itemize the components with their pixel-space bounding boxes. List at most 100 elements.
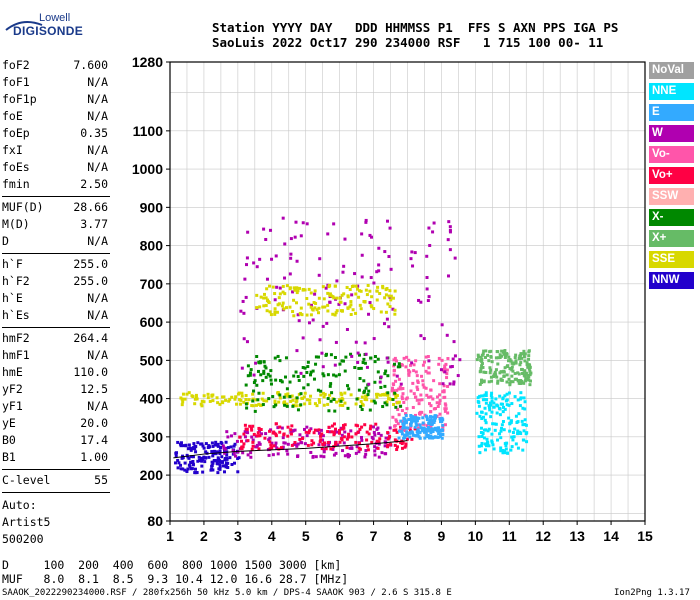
parameter-label: MUF(D) <box>2 200 44 214</box>
echo-point <box>203 460 207 464</box>
echo-point <box>396 422 400 426</box>
echo-point <box>222 464 226 468</box>
echo-point <box>354 451 358 455</box>
echo-point <box>338 403 342 407</box>
echo-point <box>395 448 399 452</box>
echo-point <box>185 392 189 396</box>
echo-point <box>334 440 338 444</box>
echo-point <box>242 400 246 404</box>
echo-point <box>445 376 449 380</box>
echo-point <box>345 327 349 331</box>
echo-point <box>236 450 240 454</box>
echo-point <box>432 379 436 383</box>
echo-point <box>491 422 495 426</box>
echo-point <box>303 391 307 395</box>
echo-point <box>510 365 514 369</box>
echo-point <box>495 411 499 415</box>
echo-point <box>392 389 396 393</box>
echo-point <box>519 353 523 357</box>
echo-point <box>258 442 262 446</box>
echo-point <box>254 403 258 407</box>
parameter-label: B1 <box>2 450 16 464</box>
echo-point <box>410 430 414 434</box>
echo-point <box>309 370 313 374</box>
echo-point <box>225 453 229 457</box>
echo-point <box>319 393 323 397</box>
echo-point <box>181 456 185 460</box>
echo-point <box>243 435 247 439</box>
echo-point <box>403 445 407 449</box>
echo-point <box>338 300 342 304</box>
echo-point <box>307 431 311 435</box>
echo-point <box>416 380 420 384</box>
echo-point <box>338 440 342 444</box>
echo-point <box>275 446 279 450</box>
echo-point <box>397 387 401 391</box>
parameter-row: B0 17.4 <box>2 433 108 450</box>
echo-point <box>361 361 365 365</box>
echo-point <box>385 317 389 321</box>
parameter-row: foF1 N/A <box>2 75 108 92</box>
echo-point <box>379 385 383 389</box>
echo-point <box>435 401 439 405</box>
x-tick-label: 2 <box>200 528 208 544</box>
echo-point <box>327 443 331 447</box>
echo-point <box>476 400 480 404</box>
echo-point <box>224 461 228 465</box>
echo-point <box>306 443 310 447</box>
echo-point <box>357 353 361 357</box>
echo-point <box>224 398 228 402</box>
echo-point <box>310 439 314 443</box>
echo-point <box>299 234 303 238</box>
echo-point <box>181 454 185 458</box>
echo-point <box>271 453 275 457</box>
echo-point <box>274 432 278 436</box>
echo-point <box>323 305 327 309</box>
echo-point <box>349 300 353 304</box>
echo-point <box>411 381 415 385</box>
echo-point <box>299 403 303 407</box>
echo-point <box>377 246 381 250</box>
echo-point <box>253 409 257 413</box>
echo-point <box>190 467 194 471</box>
echo-point <box>334 374 338 378</box>
echo-point <box>446 411 450 415</box>
echo-point <box>281 284 285 288</box>
echo-point <box>420 374 424 378</box>
echo-point <box>488 366 492 370</box>
echo-point <box>393 438 397 442</box>
y-tick-label: 1280 <box>132 54 163 70</box>
echo-point <box>317 311 321 315</box>
echo-point <box>444 403 448 407</box>
echo-point <box>508 429 512 433</box>
legend-item: X+ <box>649 230 694 247</box>
echo-point <box>252 261 256 265</box>
echo-point <box>489 394 493 398</box>
echo-point <box>385 219 389 223</box>
echo-point <box>415 419 419 423</box>
echo-point <box>280 380 284 384</box>
x-tick-label: 6 <box>336 528 344 544</box>
echo-point <box>267 397 271 401</box>
echo-point <box>282 307 286 311</box>
echo-point <box>288 395 292 399</box>
echo-point <box>284 356 288 360</box>
x-tick-label: 11 <box>502 528 517 544</box>
echo-point <box>336 443 340 447</box>
echo-point <box>372 337 376 341</box>
echo-point <box>235 402 239 406</box>
echo-point <box>503 450 507 454</box>
echo-point <box>527 364 531 368</box>
echo-point <box>255 445 259 449</box>
echo-point <box>428 420 432 424</box>
echo-point <box>181 392 185 396</box>
parameter-label: hmE <box>2 365 23 379</box>
echo-point <box>375 270 379 274</box>
echo-point <box>375 395 379 399</box>
panel-separator <box>2 469 110 470</box>
echo-point <box>481 431 485 435</box>
parameter-row: h`F2 255.0 <box>2 274 108 291</box>
echo-point <box>309 373 313 377</box>
echo-point <box>420 398 424 402</box>
echo-point <box>174 454 178 458</box>
